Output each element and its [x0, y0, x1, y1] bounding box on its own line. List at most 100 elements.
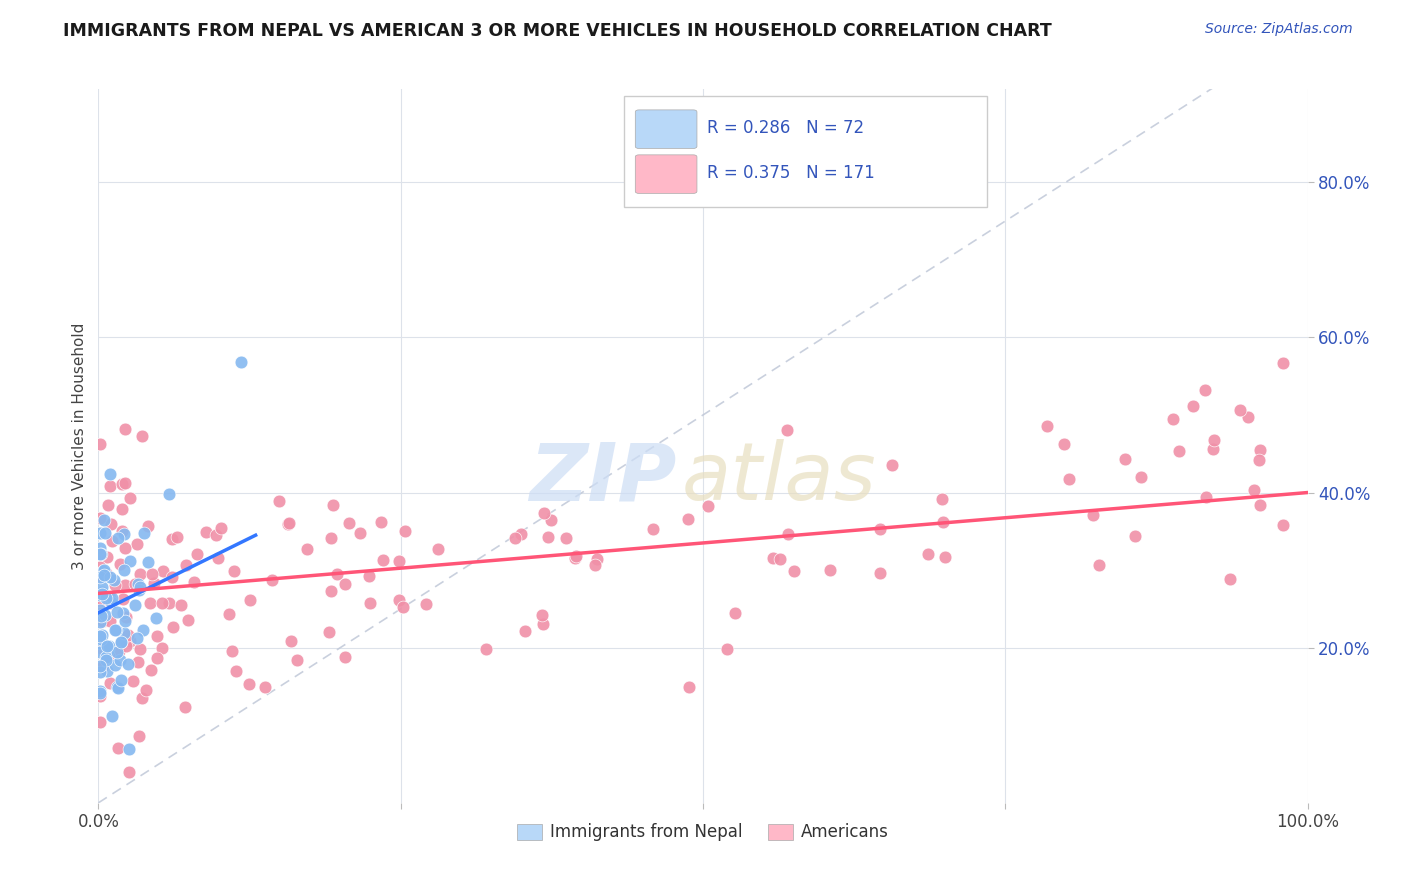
- Point: [129, 642, 152, 657]
- Point: [1053, 436, 1076, 450]
- Point: [295, 541, 318, 556]
- Point: [100, 569, 122, 583]
- Point: [160, 533, 183, 547]
- Point: [90, 608, 112, 623]
- Point: [89, 684, 111, 698]
- Point: [104, 578, 127, 592]
- Point: [91, 628, 114, 642]
- Point: [101, 591, 124, 606]
- Point: [100, 596, 122, 610]
- Point: [118, 491, 141, 505]
- Point: [531, 617, 554, 632]
- Point: [131, 691, 153, 706]
- Point: [89, 606, 111, 620]
- Point: [586, 551, 609, 566]
- Point: [145, 611, 167, 625]
- Point: [100, 595, 122, 609]
- Point: [370, 515, 392, 529]
- Point: [776, 423, 799, 437]
- Point: [141, 566, 163, 581]
- Point: [98, 614, 121, 628]
- Text: R = 0.375   N = 171: R = 0.375 N = 171: [707, 164, 875, 182]
- Point: [285, 653, 308, 667]
- Point: [98, 591, 121, 605]
- Point: [107, 644, 129, 658]
- Point: [335, 577, 357, 591]
- Point: [319, 584, 342, 599]
- Point: [769, 551, 792, 566]
- Point: [533, 506, 555, 520]
- Point: [676, 512, 699, 526]
- Point: [117, 742, 139, 756]
- Point: [90, 588, 112, 602]
- Point: [221, 644, 243, 658]
- Point: [1114, 451, 1136, 466]
- Point: [540, 512, 562, 526]
- Point: [319, 532, 342, 546]
- Point: [238, 677, 260, 691]
- Point: [128, 580, 150, 594]
- Point: [260, 573, 283, 587]
- Point: [89, 640, 111, 655]
- Point: [697, 499, 720, 513]
- Point: [101, 534, 124, 549]
- Point: [89, 541, 111, 555]
- Point: [94, 608, 117, 623]
- Point: [90, 632, 112, 646]
- Point: [127, 655, 149, 669]
- Point: [136, 555, 159, 569]
- Point: [225, 665, 247, 679]
- Point: [1125, 529, 1147, 543]
- Point: [89, 615, 111, 629]
- Point: [1194, 384, 1216, 398]
- Point: [93, 563, 115, 577]
- Point: [174, 558, 197, 572]
- Point: [1249, 498, 1271, 512]
- Point: [90, 569, 112, 583]
- Point: [97, 498, 120, 512]
- Point: [1272, 517, 1295, 532]
- Point: [108, 557, 131, 571]
- Point: [349, 526, 371, 541]
- Point: [110, 653, 132, 667]
- Point: [89, 547, 111, 561]
- Point: [564, 551, 586, 566]
- Point: [277, 517, 299, 532]
- Point: [107, 740, 129, 755]
- Point: [93, 568, 115, 582]
- Point: [117, 627, 139, 641]
- Point: [917, 547, 939, 561]
- Point: [1201, 442, 1223, 456]
- Point: [120, 554, 142, 568]
- Point: [229, 355, 252, 369]
- Point: [100, 516, 122, 531]
- Point: [89, 560, 111, 574]
- Point: [776, 527, 799, 541]
- Point: [93, 513, 115, 527]
- Point: [882, 458, 904, 473]
- Point: [105, 605, 128, 619]
- Point: [415, 597, 437, 611]
- Point: [1081, 508, 1104, 523]
- Point: [114, 541, 136, 555]
- Point: [146, 651, 169, 665]
- Point: [122, 673, 145, 688]
- Point: [509, 526, 531, 541]
- Point: [118, 634, 141, 648]
- Point: [94, 653, 117, 667]
- Point: [112, 563, 135, 577]
- Point: [583, 558, 606, 572]
- Point: [136, 519, 159, 533]
- Point: [127, 631, 149, 645]
- Point: [89, 547, 111, 561]
- Point: [513, 624, 536, 638]
- Point: [531, 607, 554, 622]
- Point: [565, 549, 588, 564]
- Point: [222, 564, 245, 578]
- Point: [391, 600, 413, 615]
- Point: [89, 629, 111, 643]
- Point: [111, 477, 134, 491]
- Point: [127, 577, 149, 591]
- Point: [724, 607, 747, 621]
- Point: [89, 659, 111, 673]
